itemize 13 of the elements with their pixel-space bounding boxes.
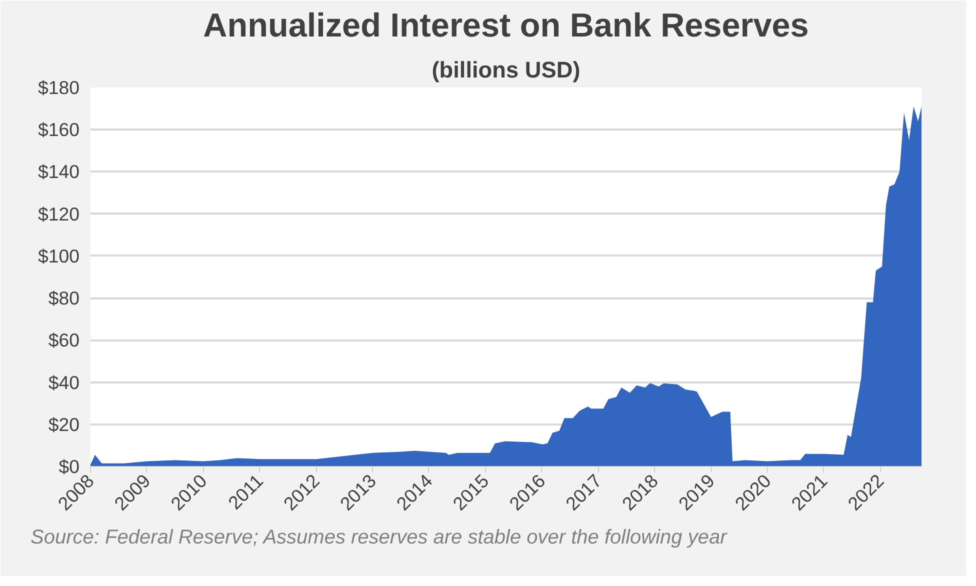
y-tick-label: $20 xyxy=(48,414,80,435)
y-tick-label: $0 xyxy=(58,456,80,477)
y-tick-label: $80 xyxy=(48,288,80,309)
y-tick-label: $60 xyxy=(48,330,80,351)
y-tick-label: $180 xyxy=(38,77,80,98)
y-tick-label: $120 xyxy=(38,203,80,224)
source-note: Source: Federal Reserve; Assumes reserves are stable over the following year xyxy=(30,526,728,548)
chart-title: Annualized Interest on Bank Reserves xyxy=(203,8,809,44)
y-tick-label: $140 xyxy=(38,161,80,182)
y-tick-label: $100 xyxy=(38,245,80,266)
chart-subtitle: (billions USD) xyxy=(432,56,580,82)
y-tick-label: $160 xyxy=(38,119,80,140)
y-tick-label: $40 xyxy=(48,372,80,393)
